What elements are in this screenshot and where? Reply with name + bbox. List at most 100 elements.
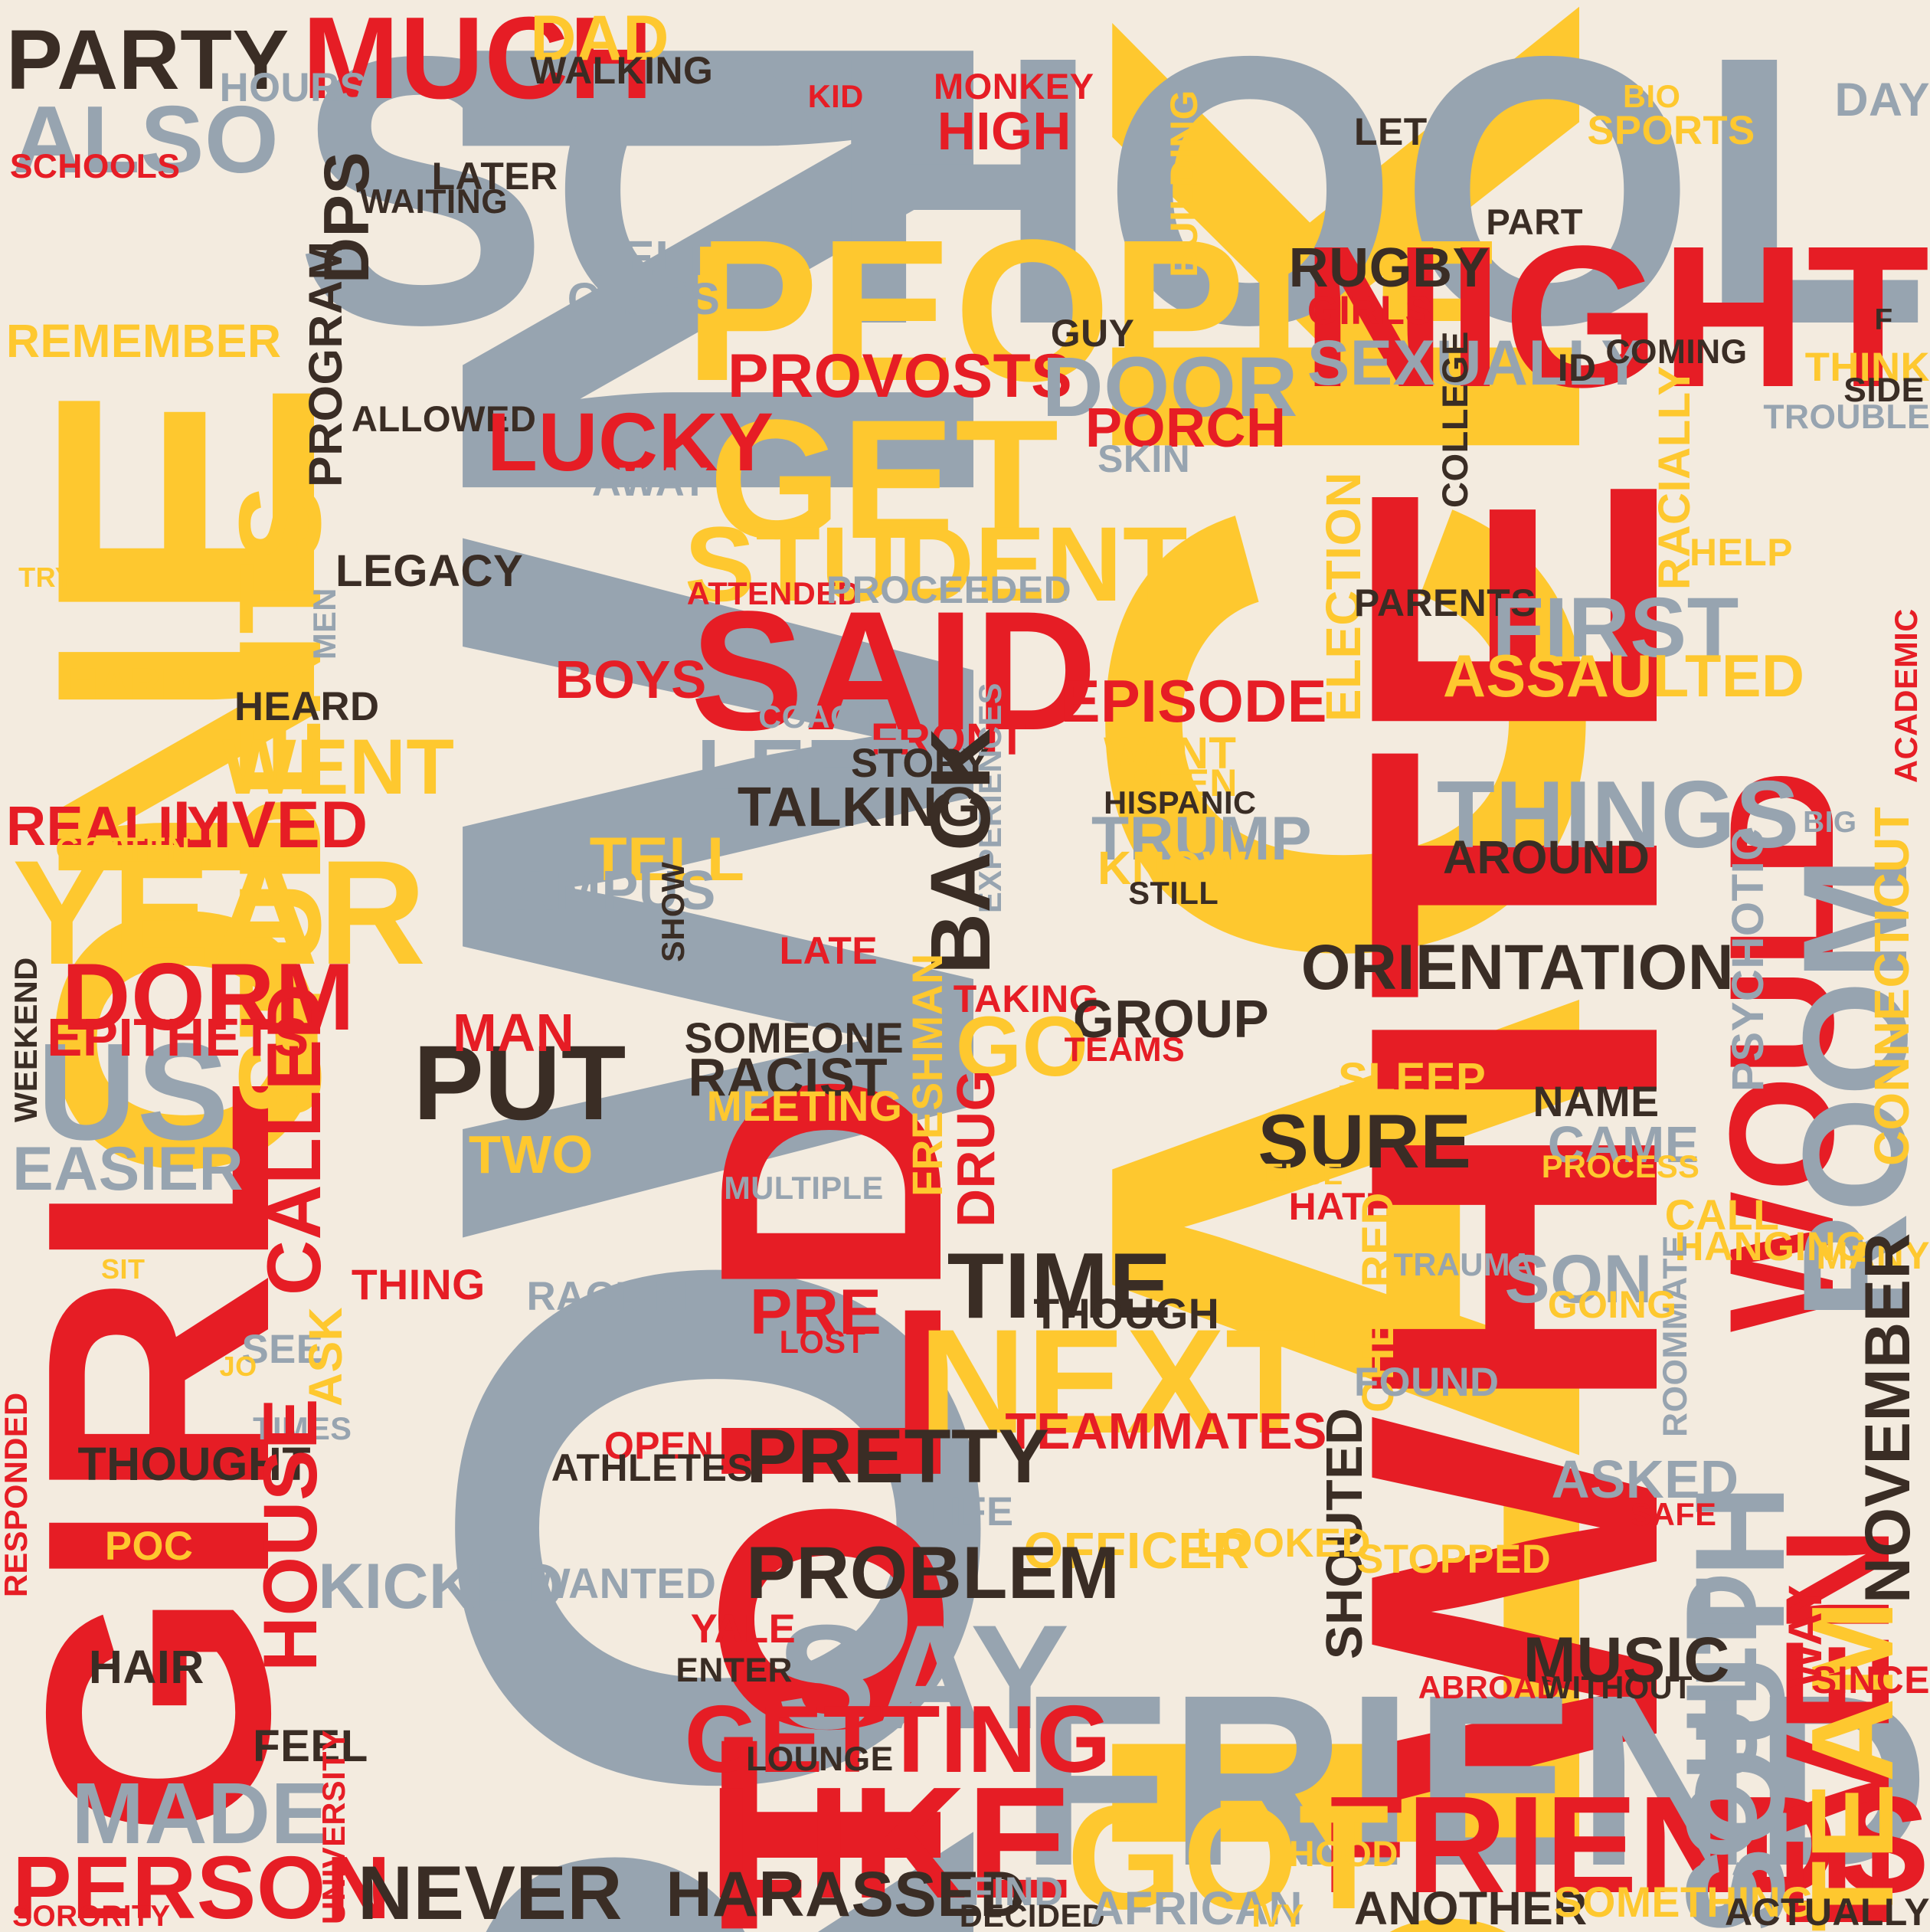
word-sexually: SEXUALLY [1307, 326, 1644, 398]
word-drug: DRUG [945, 1069, 1006, 1228]
word-taking: TAKING [953, 977, 1100, 1021]
word-porch: PORCH [1084, 398, 1287, 460]
word-epithets: EPITHETS [47, 1007, 309, 1068]
word-wanted: WANTED [530, 1560, 717, 1608]
word-back: BACK [913, 728, 1008, 975]
word-want: WANT [1104, 728, 1237, 778]
word-time: TIME [947, 1233, 1172, 1338]
word-getting: GETTING [684, 1686, 1112, 1793]
word-class: CLASS [567, 274, 721, 325]
word-sports: SPORTS [1587, 107, 1755, 153]
word-later: LATER [431, 155, 558, 198]
word-high: HIGH [937, 100, 1071, 161]
word-heard: HEARD [234, 683, 380, 729]
word-something: SOMETHING [1553, 1878, 1814, 1926]
word-enter: ENTER [676, 1652, 793, 1690]
word-bio: BIO [1623, 77, 1681, 114]
word-process: PROCESS [1541, 1148, 1700, 1185]
word-us: US [37, 1015, 230, 1170]
word-orientation: ORIENTATION [1300, 931, 1735, 1003]
word-sleep: SLEEP [1338, 1053, 1487, 1104]
word-responded: RESPONDED [0, 1392, 34, 1598]
word-like: LIKE [708, 1754, 1073, 1932]
word-day: DAY [1834, 73, 1930, 126]
word-sit: SIT [101, 1253, 146, 1285]
word-since: SINCE [1811, 1658, 1930, 1701]
word-schools: SCHOOLS [9, 148, 181, 186]
word-kicked: KICKED [318, 1550, 564, 1622]
word-teammates: TEAMMATES [1005, 1403, 1327, 1460]
word-though: THOUGH [1033, 1289, 1220, 1338]
word-friends: FRIENDS [1322, 1767, 1930, 1922]
word-someone: SOMEONE [684, 1014, 904, 1063]
word-sorority: SORORITY [12, 1900, 171, 1932]
word-next: NEXT [918, 1298, 1317, 1465]
word-side: SIDE [1843, 371, 1925, 409]
word-got: GOT [1066, 1774, 1390, 1932]
word-found: FOUND [1354, 1360, 1500, 1406]
word-left: LEFT [696, 722, 911, 817]
word-going: GOING [1547, 1283, 1677, 1327]
word-hate: HATE [1288, 1184, 1392, 1228]
word-feel: FEEL [253, 1721, 368, 1772]
word-trump: TRUMP [1091, 804, 1313, 873]
word-house: HOUSE [248, 1397, 334, 1672]
word-name: NAME [1533, 1077, 1660, 1125]
word-say: SAY [777, 1594, 1070, 1761]
word-asked: ASKED [1551, 1449, 1739, 1509]
word-safe: SAFE [1630, 1496, 1717, 1533]
word-think: THINK [1804, 345, 1930, 391]
word-lived: LIVED [172, 788, 368, 863]
word-racism: RACISM [526, 1273, 689, 1319]
word-coach: COACH [758, 698, 878, 735]
word-let: LET [1354, 110, 1428, 154]
word-hard: HARD [67, 659, 192, 707]
word-trouble: TROUBLE [1763, 398, 1930, 437]
word-find: FIND [968, 1869, 1064, 1915]
word-attended: ATTENDED [686, 575, 861, 611]
word-things: THINGS [1436, 761, 1800, 868]
word-gotten: GOTTEN [55, 830, 191, 866]
word-girls: GIRLS [1307, 288, 1433, 333]
word-abroad: ABROAD [1418, 1668, 1561, 1705]
word-man: MAN [452, 1002, 575, 1063]
word-rugby: RUGBY [1288, 237, 1490, 299]
word-person: PERSON [12, 1837, 391, 1932]
word-called: CALLED [251, 983, 337, 1295]
word-help: HELP [1690, 531, 1793, 575]
word-tell: TELL [589, 825, 745, 895]
word-group: GROUP [1072, 989, 1270, 1050]
word-school: SCHOOL [294, 0, 1930, 404]
word-said: SAID [690, 575, 1098, 765]
word-walking: WALKING [530, 48, 714, 92]
word-trauma: TRAUMA [1393, 1246, 1534, 1282]
word-never: NEVER [357, 1851, 623, 1932]
word-without: WITHOUT [1541, 1668, 1693, 1705]
word-monkey: MONKEY [933, 65, 1094, 106]
word-college: COLLEGE [1434, 331, 1475, 509]
word-music: MUSIC [1523, 1624, 1730, 1696]
word-thought: THOUGHT [77, 1437, 312, 1490]
word-harassed: HARASSED [666, 1858, 1026, 1930]
word-many: MANY [1816, 1234, 1930, 1278]
word-know: KNOW [1097, 842, 1247, 894]
word-year: YEAR [12, 829, 427, 996]
word-dorm: DORM [61, 943, 355, 1050]
word-episode: EPISODE [1060, 668, 1327, 735]
word-freshman: FRESHMAN [903, 953, 951, 1197]
word-academic: ACADEMIC [1888, 608, 1925, 784]
word-remember: REMEMBER [6, 315, 282, 368]
word-multiple: MULTIPLE [724, 1169, 884, 1206]
word-around: AROUND [1442, 830, 1650, 883]
word-decided: DECIDED [959, 1898, 1106, 1932]
word-hours: HOURS [219, 64, 368, 110]
word-ask: ASK [299, 1306, 352, 1406]
word-friend: FRIEND [1019, 1644, 1930, 1917]
word-front: FRONT [870, 715, 1026, 765]
word-big: BIG [1803, 805, 1857, 839]
word-went: WENT [221, 722, 455, 811]
word-first: FIRST [1492, 580, 1739, 675]
word-sure: SURE [1258, 1099, 1472, 1185]
word-door: DOOR [1042, 339, 1298, 434]
word-talking: TALKING [737, 776, 982, 838]
